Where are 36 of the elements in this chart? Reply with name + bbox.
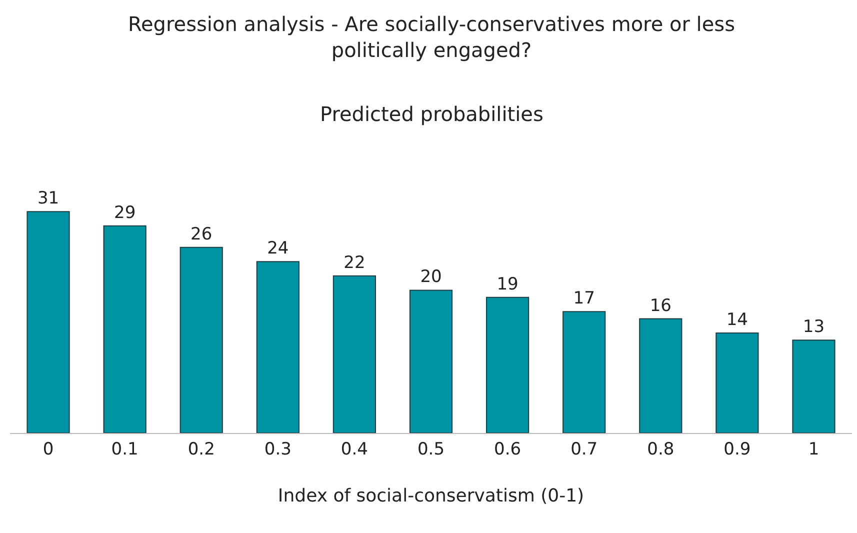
x-tick-label: 0.3 [264, 439, 292, 460]
data-label: 29 [114, 202, 136, 223]
data-label: 26 [190, 224, 212, 244]
data-label: 24 [267, 238, 289, 259]
x-tick-label: 1 [808, 439, 820, 460]
bar [103, 225, 146, 433]
data-label: 17 [573, 288, 595, 309]
x-tick-label: 0 [42, 439, 54, 460]
bar [562, 311, 606, 433]
bar [180, 246, 223, 433]
bar [256, 261, 300, 433]
x-tick-label: 0.9 [724, 439, 751, 460]
x-tick-label: 0.8 [647, 439, 674, 460]
x-tick-label: 0.7 [570, 439, 598, 460]
bar [409, 290, 453, 433]
data-label: 13 [802, 317, 825, 338]
x-axis-title: Index of social-conservatism (0-1) [278, 486, 584, 506]
bar [639, 318, 682, 433]
x-tick-label: 0.2 [188, 439, 215, 460]
chart-subtitle: Predicted probabilities [320, 102, 544, 126]
data-label: 20 [420, 267, 442, 288]
x-tick-label: 0.1 [111, 439, 138, 460]
chart-title: Regression analysis - Are socially-conservatives more or less politically engaged? [128, 12, 736, 62]
bar [486, 296, 530, 433]
x-tick-label: 0.4 [340, 439, 368, 460]
data-label: 31 [37, 188, 60, 209]
x-tick-label: 0.6 [494, 439, 522, 460]
data-label: 16 [650, 296, 672, 316]
bar [332, 275, 376, 433]
bar [716, 332, 759, 433]
data-label: 14 [726, 310, 748, 330]
data-label: 19 [496, 274, 518, 294]
data-label: 22 [344, 252, 366, 273]
bar [26, 211, 70, 433]
x-tick-label: 0.5 [417, 439, 445, 460]
bar [792, 340, 836, 433]
